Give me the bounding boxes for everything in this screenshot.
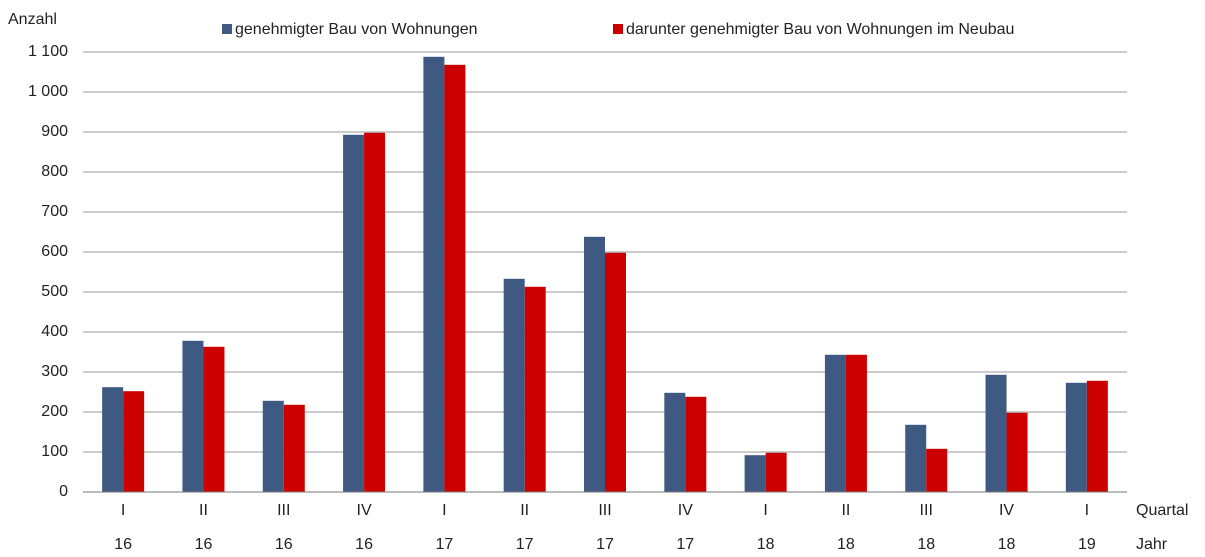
bar: [503, 278, 525, 492]
y-tick-label: 100: [41, 443, 68, 460]
legend-label: darunter genehmigter Bau von Wohnungen i…: [626, 21, 1014, 38]
year-label: 18: [837, 536, 855, 552]
x-tick-label: III: [920, 502, 933, 519]
y-tick-label: 1 000: [28, 83, 68, 100]
y-tick-label: 1 100: [28, 43, 68, 60]
y-tick-label: 200: [41, 403, 68, 420]
bar: [1086, 380, 1108, 492]
y-tick-label: 300: [41, 363, 68, 380]
bar: [744, 455, 766, 492]
year-label: 16: [275, 536, 293, 552]
year-label: 16: [195, 536, 213, 552]
bar: [1006, 412, 1028, 492]
bar: [664, 392, 686, 492]
x-tick-label: II: [199, 502, 208, 519]
bar: [364, 132, 386, 493]
bar: [1065, 382, 1087, 492]
bar: [262, 400, 284, 492]
bar: [845, 354, 867, 492]
bar: [123, 391, 145, 492]
x-tick-label: II: [841, 502, 850, 519]
year-label: 18: [917, 536, 935, 552]
x-tick-label: I: [763, 502, 767, 519]
x-tick-label: I: [1085, 502, 1089, 519]
x-axis-label: Quartal: [1136, 502, 1188, 519]
bar: [926, 448, 948, 492]
bar: [444, 64, 466, 493]
y-axis-label: Anzahl: [8, 11, 57, 28]
year-label: 17: [435, 536, 453, 552]
legend-swatch: [613, 24, 623, 34]
year-label: 18: [998, 536, 1016, 552]
x-tick-label: III: [598, 502, 611, 519]
y-tick-label: 0: [59, 483, 68, 500]
year-label: 17: [596, 536, 614, 552]
bar: [605, 252, 626, 492]
legend-swatch: [222, 24, 232, 34]
x-tick-label: I: [121, 502, 125, 519]
bar: [423, 56, 445, 493]
bar: [685, 396, 707, 492]
x-tick-label: II: [520, 502, 529, 519]
x2-axis-label: Jahr: [1136, 536, 1168, 552]
x-tick-label: IV: [357, 502, 372, 519]
bar: [985, 374, 1007, 492]
bar: [524, 286, 546, 492]
y-tick-label: 700: [41, 203, 68, 220]
year-label: 16: [114, 536, 132, 552]
legend-label: genehmigter Bau von Wohnungen: [235, 21, 478, 38]
year-label: 18: [757, 536, 775, 552]
x-tick-label: IV: [678, 502, 693, 519]
y-tick-label: 400: [41, 323, 68, 340]
x-tick-label: III: [277, 502, 290, 519]
y-tick-label: 500: [41, 283, 68, 300]
bar: [765, 452, 787, 492]
x-tick-label: I: [442, 502, 446, 519]
bar: [283, 404, 305, 492]
bar: [203, 346, 225, 492]
bar: [905, 424, 927, 492]
y-tick-label: 800: [41, 163, 68, 180]
bar: [343, 134, 365, 493]
y-tick-label: 600: [41, 243, 68, 260]
bar: [182, 340, 204, 492]
bar: [584, 236, 605, 492]
year-label: 17: [676, 536, 694, 552]
year-label: 16: [355, 536, 373, 552]
x-tick-label: IV: [999, 502, 1014, 519]
y-tick-label: 900: [41, 123, 68, 140]
year-label: 19: [1078, 536, 1096, 552]
year-label: 17: [516, 536, 534, 552]
bar: [102, 387, 124, 492]
bar: [824, 354, 846, 492]
